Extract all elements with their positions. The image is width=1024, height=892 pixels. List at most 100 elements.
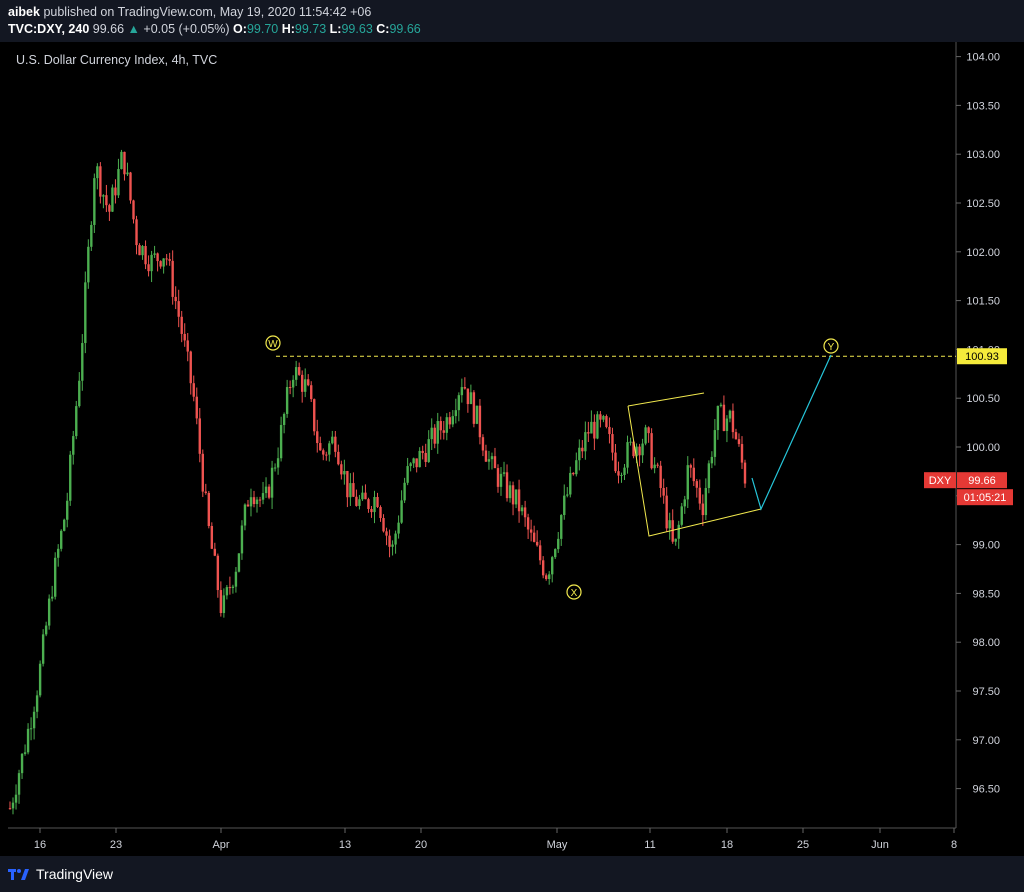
price-tick-label: 102.00 (966, 247, 1000, 259)
candle-body (551, 557, 554, 575)
candle-body (520, 507, 524, 512)
candle-body (514, 489, 518, 505)
candle-body (93, 178, 96, 225)
candle-body (659, 465, 662, 489)
time-tick-label: 8 (951, 839, 957, 851)
candle-body (469, 392, 473, 405)
symbol-name[interactable]: TVC:DXY, 240 (8, 22, 90, 36)
candle-body (334, 436, 337, 452)
candle-body (252, 497, 256, 505)
time-tick-label: 13 (339, 839, 351, 851)
candle-body (114, 187, 117, 196)
candle-body (572, 472, 575, 475)
plot-area[interactable] (8, 42, 956, 828)
candle-body (602, 416, 605, 420)
candle-body (548, 574, 551, 579)
symbol-tag (924, 472, 956, 489)
candle-body (475, 405, 479, 424)
candle-body (355, 496, 358, 506)
candle-body (596, 414, 599, 439)
wave-label-circle (566, 584, 582, 600)
candle-body (75, 406, 78, 437)
candle-body (174, 296, 177, 302)
candle-body (620, 474, 623, 476)
candle-body (632, 441, 635, 457)
candle-body (370, 508, 373, 513)
candle-body (156, 253, 159, 262)
candle-body (237, 553, 241, 572)
change-arrow-icon: ▲ (127, 22, 140, 36)
wedge-upper-line (627, 392, 705, 407)
candle-body (135, 219, 138, 246)
candle-body (313, 399, 316, 432)
tradingview-logo[interactable]: TradingView (8, 866, 113, 882)
candle-body (680, 506, 683, 525)
candle-body (424, 453, 427, 462)
candle-body (50, 596, 54, 599)
candle-body (463, 387, 467, 389)
projection-path (751, 354, 832, 511)
candle-body (376, 496, 379, 508)
author-name[interactable]: aibek (8, 5, 40, 19)
candle-body (276, 458, 280, 468)
candle-body (243, 504, 247, 526)
candle-body (228, 587, 232, 589)
candle-body (611, 434, 614, 453)
candle-body (87, 246, 90, 283)
candle-body (511, 485, 515, 505)
candle-body (81, 343, 84, 381)
time-tick-label: 20 (415, 839, 427, 851)
candle-body (496, 468, 500, 487)
candle-body (563, 495, 566, 516)
candle-body (734, 432, 738, 440)
price-tick-label: 98.00 (972, 637, 1000, 649)
candle-body (454, 410, 458, 417)
candle-body (725, 418, 729, 431)
candle-body (38, 663, 42, 696)
candle-body (490, 456, 494, 460)
candle-body (240, 525, 244, 554)
candle-body (442, 430, 445, 433)
current-price-tag (957, 472, 1007, 489)
change-value: +0.05 (+0.05%) (143, 22, 230, 36)
candle-body (418, 450, 421, 468)
candle-body (210, 526, 214, 549)
time-tick-label: 18 (721, 839, 733, 851)
candle-body (261, 493, 265, 500)
time-tick-label: May (547, 839, 568, 851)
candle-body (337, 451, 340, 465)
candle-body (162, 258, 165, 267)
candle-body (397, 522, 400, 534)
candle-body (165, 258, 168, 260)
candle-body (695, 481, 699, 488)
symbol-tag-label: DXY (929, 475, 952, 487)
candle-body (457, 395, 461, 411)
close-label: C: (376, 22, 390, 36)
candle-body (662, 488, 665, 496)
time-tick-label: 25 (797, 839, 809, 851)
symbol-line: TVC:DXY, 240 99.66 ▲ +0.05 (+0.05%) O:99… (8, 22, 421, 36)
candle-body (650, 433, 653, 469)
candle-body (740, 444, 744, 463)
open-label: O: (233, 22, 247, 36)
countdown-tag (957, 489, 1013, 506)
candle-body (373, 496, 376, 513)
candle-body (72, 436, 75, 455)
current-price-label: 99.66 (968, 475, 996, 487)
candle-body (322, 450, 325, 455)
candle-body (451, 416, 455, 425)
candle-body (35, 695, 39, 712)
candle-body (599, 414, 602, 420)
candle-body (653, 464, 656, 469)
low-value: 99.63 (341, 22, 373, 36)
candle-body (728, 410, 732, 419)
wave-label-x: X (571, 588, 578, 599)
candle-body (385, 531, 388, 536)
candle-body (207, 492, 211, 527)
publish-info: published on TradingView.com, May 19, 20… (39, 5, 372, 19)
candle-body (219, 590, 223, 614)
candle-body (526, 517, 530, 530)
candle-body (578, 447, 581, 461)
candle-body (246, 504, 250, 507)
